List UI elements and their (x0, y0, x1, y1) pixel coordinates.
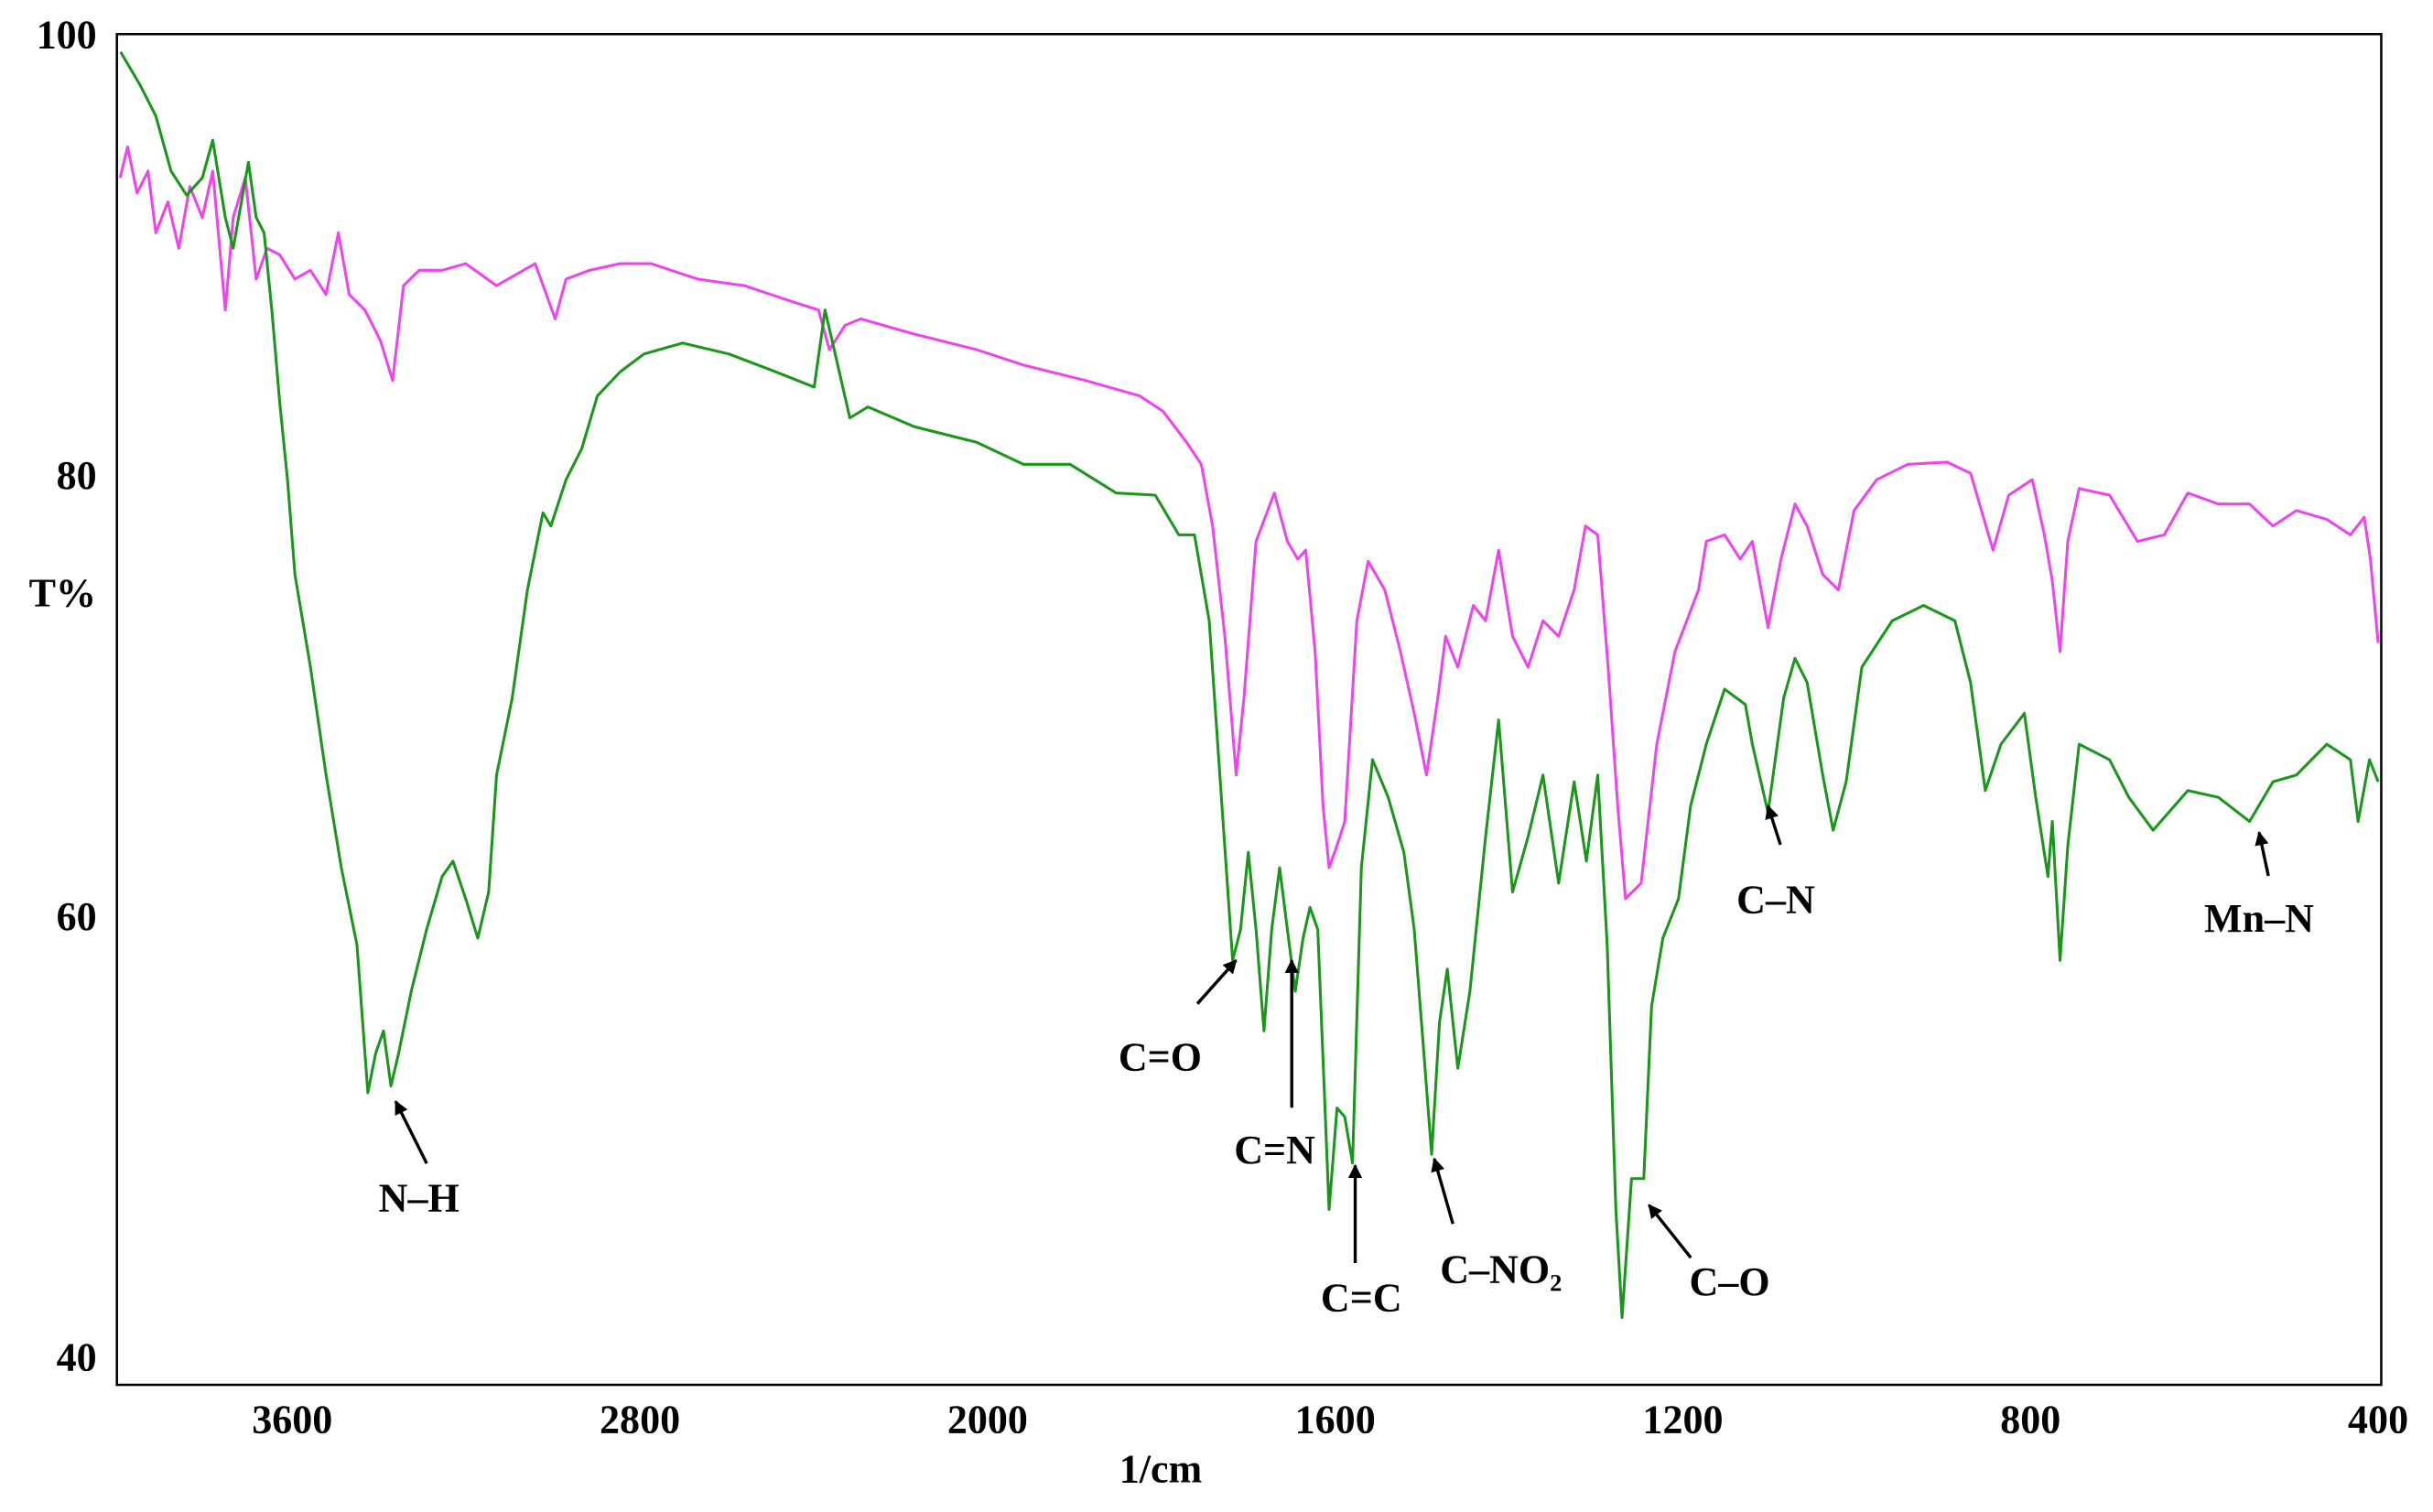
x-tick-label: 800 (2000, 1398, 2060, 1442)
x-tick-label: 2800 (600, 1398, 680, 1442)
annotation-label: C–NO₂ (1440, 1247, 1562, 1292)
annotation-label: N–H (379, 1176, 460, 1221)
x-tick-label: 1200 (1642, 1398, 1723, 1442)
y-axis-label: T% (29, 570, 96, 615)
annotation-label: C=N (1234, 1128, 1315, 1172)
annotation-arrow (1648, 1204, 1692, 1259)
annotation-label: C–N (1736, 877, 1815, 922)
y-tick-label: 40 (57, 1335, 97, 1380)
x-tick-label: 3600 (252, 1398, 332, 1442)
annotation-arrow (394, 1100, 428, 1164)
annotation-label: C=C (1321, 1275, 1402, 1320)
plot-frame (115, 33, 2383, 1387)
y-tick-label: 80 (57, 453, 97, 498)
x-axis-label: 1/cm (1119, 1447, 1203, 1492)
y-tick-label: 60 (57, 894, 97, 939)
annotation-label: C=O (1119, 1034, 1202, 1079)
annotation-arrow (1431, 1157, 1454, 1225)
annotation-arrow (1765, 805, 1782, 846)
y-tick-label: 100 (37, 12, 97, 57)
annotation-arrow (2255, 831, 2270, 877)
x-tick-label: 1600 (1295, 1398, 1376, 1442)
spectrum-line (118, 145, 2380, 901)
annotation-arrow (1195, 959, 1238, 1005)
x-tick-label: 400 (2348, 1398, 2408, 1442)
annotation-label: C–O (1690, 1259, 1770, 1304)
x-tick-label: 2000 (947, 1398, 1028, 1442)
spectrum-line (119, 50, 2380, 1320)
annotation-label: Mn–N (2204, 896, 2314, 941)
